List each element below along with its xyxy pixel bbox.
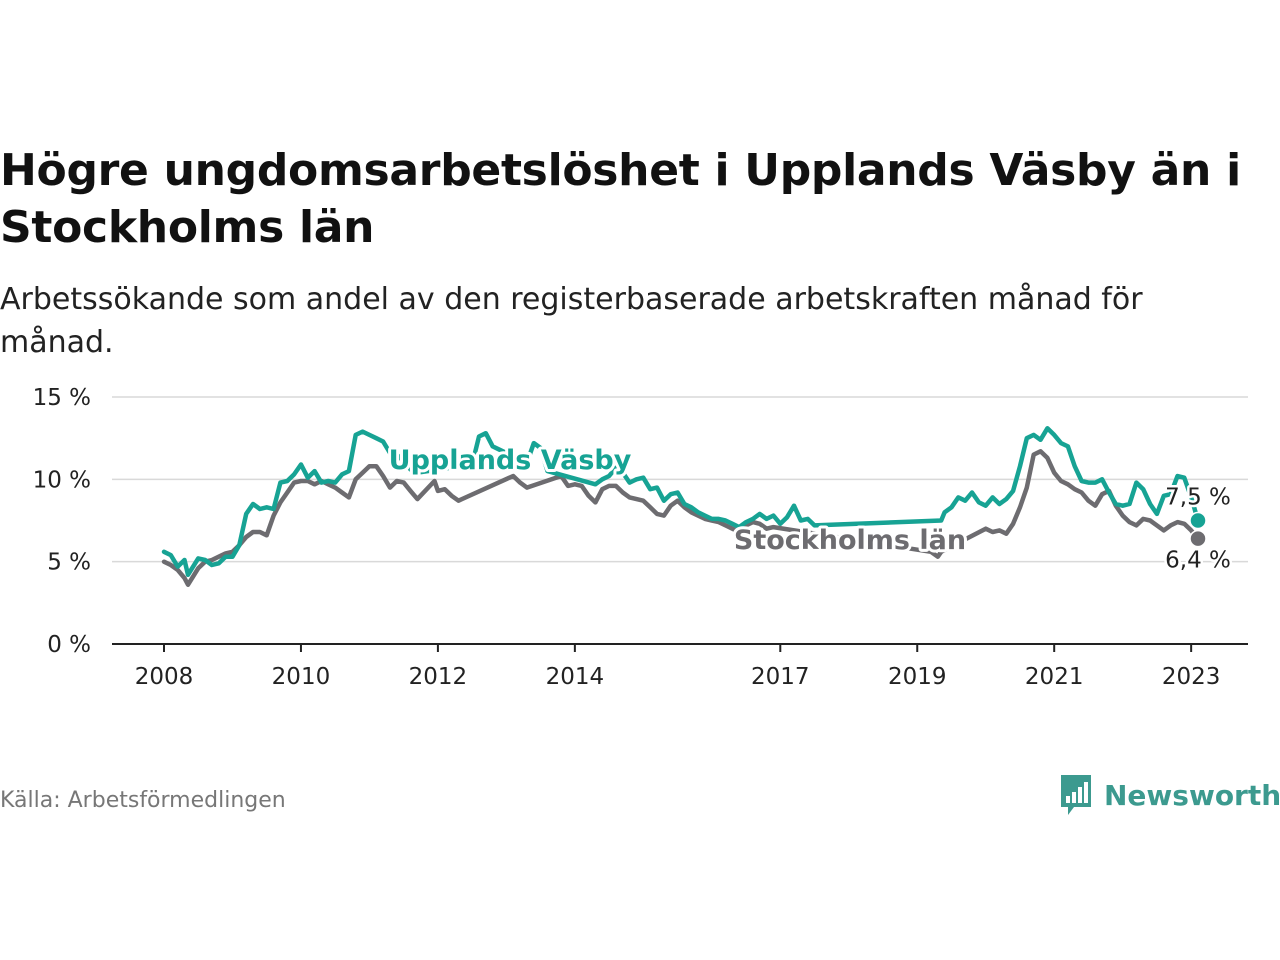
source-note: Källa: Arbetsförmedlingen <box>0 788 286 813</box>
x-tick-label: 2019 <box>888 664 947 690</box>
end-point-stockholms-lan <box>1189 529 1207 548</box>
x-tick-label: 2017 <box>751 664 810 690</box>
end-value-label-stockholms-lan: 6,4 % <box>1165 548 1231 574</box>
chart-title: Högre ungdomsarbetslöshet i Upplands Väs… <box>0 145 1241 253</box>
y-tick-label: 5 % <box>47 550 91 576</box>
end-point-upplands-vasby <box>1189 511 1207 530</box>
brand-logo[interactable]: Newsworthy <box>1058 772 1280 818</box>
series-line-stockholms-lan <box>161 449 1201 587</box>
x-tick-label: 2023 <box>1162 664 1221 690</box>
series-line-upplands-vasby <box>161 426 1201 578</box>
y-tick-label: 10 % <box>33 467 91 493</box>
chart-subtitle: Arbetssökande som andel av den registerb… <box>0 282 1143 360</box>
bar-chart-speech-bubble-icon <box>1061 775 1091 815</box>
x-tick-label: 2010 <box>272 664 331 690</box>
series-label-stockholms-lan: Stockholms län <box>734 525 966 556</box>
end-value-label-upplands-vasby: 7,5 % <box>1165 485 1231 511</box>
x-tick-label: 2014 <box>546 664 605 690</box>
x-tick-label: 2021 <box>1025 664 1084 690</box>
series-label-upplands-vasby: Upplands Väsby <box>389 445 632 476</box>
brand-name: Newsworthy <box>1104 778 1280 812</box>
y-tick-label: 15 % <box>33 385 91 411</box>
y-tick-label: 0 % <box>47 632 91 658</box>
x-tick-label: 2012 <box>409 664 468 690</box>
x-tick-label: 2008 <box>135 664 194 690</box>
